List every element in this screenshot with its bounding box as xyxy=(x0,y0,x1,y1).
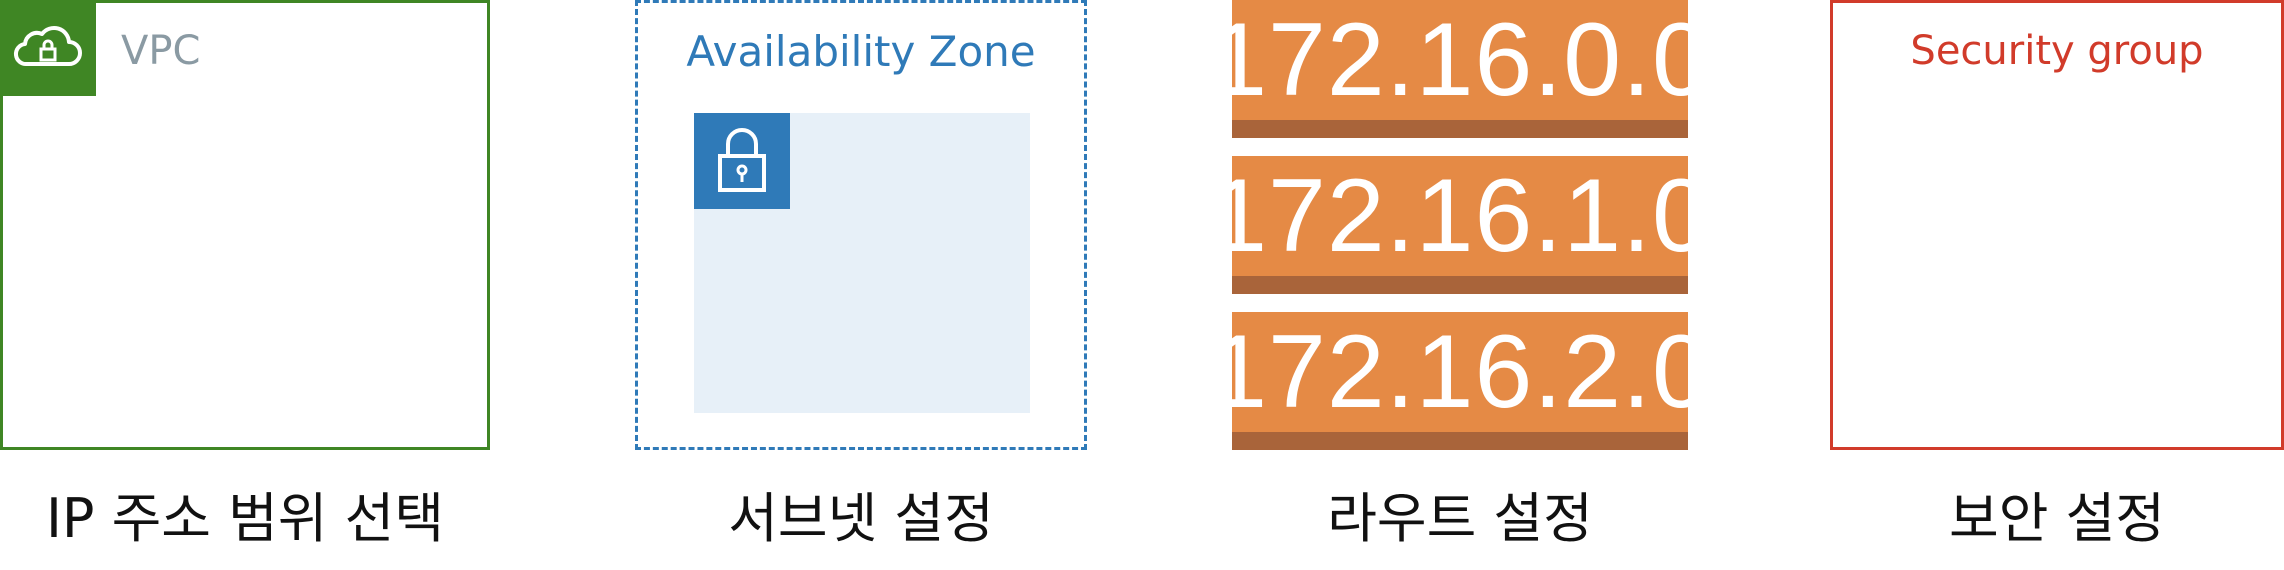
availability-zone-title: Availability Zone xyxy=(638,27,1084,76)
vpc-badge xyxy=(0,0,96,96)
route-entry: 172.16.1.0 xyxy=(1232,156,1688,294)
caption-route: 라우트 설정 xyxy=(1232,484,1688,554)
vpc-title: VPC xyxy=(121,28,200,74)
security-group-title: Security group xyxy=(1833,28,2281,74)
subnet-box xyxy=(694,113,1030,413)
padlock-icon xyxy=(712,124,772,198)
caption-ip-range: IP 주소 범위 선택 xyxy=(0,484,490,554)
route-entry: 172.16.2.0 xyxy=(1232,312,1688,450)
cloud-lock-icon xyxy=(13,18,83,78)
route-cidr-label: 172.16.2.0 xyxy=(1209,320,1711,424)
route-cidr-label: 172.16.1.0 xyxy=(1209,164,1711,268)
vpc-group: VPC xyxy=(0,0,490,450)
security-group: Security group xyxy=(1830,0,2284,450)
route-cidr-label: 172.16.0.0 xyxy=(1209,8,1711,112)
availability-zone-group: Availability Zone xyxy=(635,0,1087,450)
subnet-lock-badge xyxy=(694,113,790,209)
route-entry: 172.16.0.0 xyxy=(1232,0,1688,138)
caption-subnet: 서브넷 설정 xyxy=(635,484,1087,554)
caption-security: 보안 설정 xyxy=(1830,484,2284,554)
route-table: 172.16.0.0 172.16.1.0 172.16.2.0 xyxy=(1232,0,1688,450)
